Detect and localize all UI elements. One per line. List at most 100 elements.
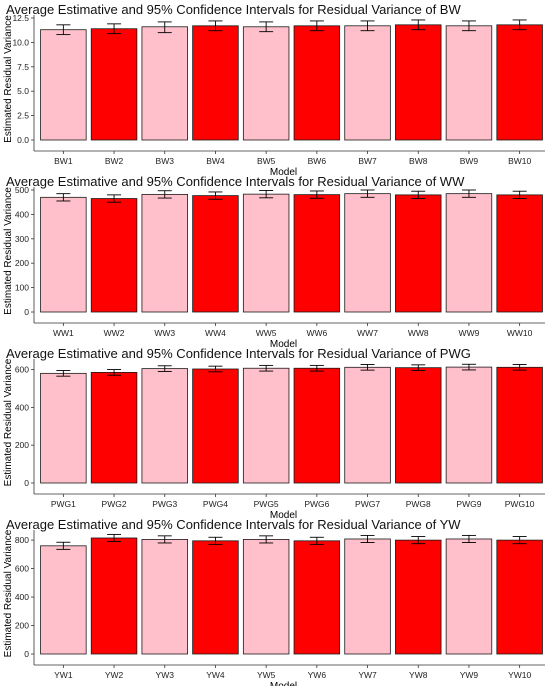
bw-chart-panel: Average Estimative and 95% Confidence In… (0, 0, 550, 178)
x-tick-label: WW3 (154, 328, 175, 338)
x-axis-label: Model (270, 510, 297, 521)
bar-YW4 (192, 540, 239, 655)
x-tick-label: PWG10 (505, 499, 535, 509)
bar-BW1 (40, 29, 87, 141)
bar-PWG6 (293, 367, 341, 484)
x-tick-label: PWG9 (456, 499, 481, 509)
bar-YW9 (445, 538, 493, 655)
yw-chart-panel: Average Estimative and 95% Confidence In… (0, 515, 550, 686)
x-tick-label: BW7 (358, 156, 377, 166)
bar-BW10 (496, 24, 543, 141)
bar-PWG1 (40, 372, 87, 484)
bar-PWG2 (90, 371, 138, 484)
x-axis-label: Model (270, 167, 297, 178)
bar-WW3 (141, 193, 188, 313)
x-tick-label: WW7 (357, 328, 378, 338)
bar-BW7 (344, 25, 391, 141)
x-tick-label: WW8 (408, 328, 429, 338)
x-tick-label: YW2 (105, 670, 124, 680)
y-tick-label: 200 (15, 621, 29, 631)
x-tick-label: BW6 (308, 156, 327, 166)
bar-PWG8 (395, 367, 442, 484)
bar-YW10 (496, 539, 543, 655)
y-tick-label: 200 (15, 440, 29, 450)
chart-title: Average Estimative and 95% Confidence In… (6, 174, 465, 189)
y-tick-label: 600 (15, 564, 29, 574)
x-tick-label: YW5 (257, 670, 276, 680)
y-axis-label: Estimated Residual Variance (3, 187, 14, 315)
bw-chart: Estimated Residual Variance BW1 BW2 BW3 BW4 B… (3, 13, 545, 178)
yw-chart: Estimated Residual Variance YW1 YW2 YW3 YW4 Y… (3, 529, 545, 686)
x-tick-label: BW4 (206, 156, 225, 166)
bar-YW5 (242, 539, 290, 655)
y-tick-label: 300 (15, 234, 29, 244)
x-tick-label: PWG2 (102, 499, 127, 509)
bar-BW5 (242, 26, 290, 141)
x-tick-label: WW10 (507, 328, 533, 338)
x-tick-label: YW8 (409, 670, 428, 680)
y-tick-label: 400 (15, 209, 29, 219)
x-tick-label: WW9 (459, 328, 480, 338)
bar-PWG3 (141, 368, 188, 484)
x-tick-label: BW1 (54, 156, 73, 166)
x-tick-label: PWG8 (406, 499, 431, 509)
bar-YW2 (90, 537, 138, 655)
ww-chart: Estimated Residual Variance WW1 WW2 WW3 WW4 W… (3, 185, 545, 350)
x-tick-label: BW8 (409, 156, 428, 166)
x-tick-label: PWG3 (152, 499, 177, 509)
x-tick-label: WW4 (205, 328, 226, 338)
bar-BW8 (395, 24, 442, 141)
y-tick-label: 500 (15, 185, 29, 195)
x-tick-label: PWG6 (304, 499, 329, 509)
x-tick-label: YW7 (358, 670, 377, 680)
pwg-chart-panel: Average Estimative and 95% Confidence In… (0, 344, 550, 521)
x-axis-label: Model (270, 339, 297, 350)
chart-title: Average Estimative and 95% Confidence In… (6, 2, 461, 17)
bar-YW1 (40, 545, 87, 655)
bar-YW3 (141, 539, 188, 655)
x-tick-label: PWG7 (355, 499, 380, 509)
bar-YW7 (344, 538, 391, 655)
bar-WW9 (445, 193, 493, 313)
bar-WW10 (496, 194, 543, 313)
ww-chart-panel: Average Estimative and 95% Confidence In… (0, 172, 550, 350)
y-tick-label: 200 (15, 258, 29, 268)
bar-PWG9 (445, 366, 493, 484)
x-tick-label: BW9 (460, 156, 479, 166)
bar-BW2 (90, 28, 138, 141)
bar-BW4 (192, 25, 239, 141)
y-tick-label: 400 (15, 592, 29, 602)
bar-YW8 (395, 539, 442, 655)
y-tick-label: 7.5 (17, 62, 29, 72)
y-tick-label: 0 (24, 478, 29, 488)
bar-BW3 (141, 26, 188, 141)
y-tick-label: 600 (15, 365, 29, 375)
chart-title: Average Estimative and 95% Confidence In… (6, 346, 471, 361)
x-tick-label: YW1 (54, 670, 73, 680)
x-tick-label: PWG4 (203, 499, 228, 509)
bar-PWG4 (192, 368, 239, 484)
x-tick-label: PWG1 (51, 499, 76, 509)
x-tick-label: BW3 (156, 156, 175, 166)
bar-PWG10 (496, 366, 543, 484)
x-axis-label: Model (270, 681, 297, 686)
x-tick-label: WW6 (306, 328, 327, 338)
y-tick-label: 2.5 (17, 111, 29, 121)
y-axis-label: Estimated Residual Variance (3, 529, 14, 657)
y-axis-label: Estimated Residual Variance (3, 358, 14, 486)
x-tick-label: WW1 (53, 328, 74, 338)
y-tick-label: 5.0 (17, 86, 29, 96)
x-tick-label: YW3 (156, 670, 175, 680)
bar-WW2 (90, 198, 138, 313)
bar-BW6 (293, 25, 341, 141)
chart-title: Average Estimative and 95% Confidence In… (6, 517, 461, 532)
y-tick-label: 800 (15, 535, 29, 545)
x-tick-label: YW4 (206, 670, 225, 680)
x-tick-label: YW10 (508, 670, 531, 680)
y-tick-label: 10.0 (12, 37, 29, 47)
bar-WW4 (192, 195, 239, 313)
y-tick-label: 0.0 (17, 135, 29, 145)
x-tick-label: BW10 (508, 156, 531, 166)
bar-PWG5 (242, 367, 290, 484)
